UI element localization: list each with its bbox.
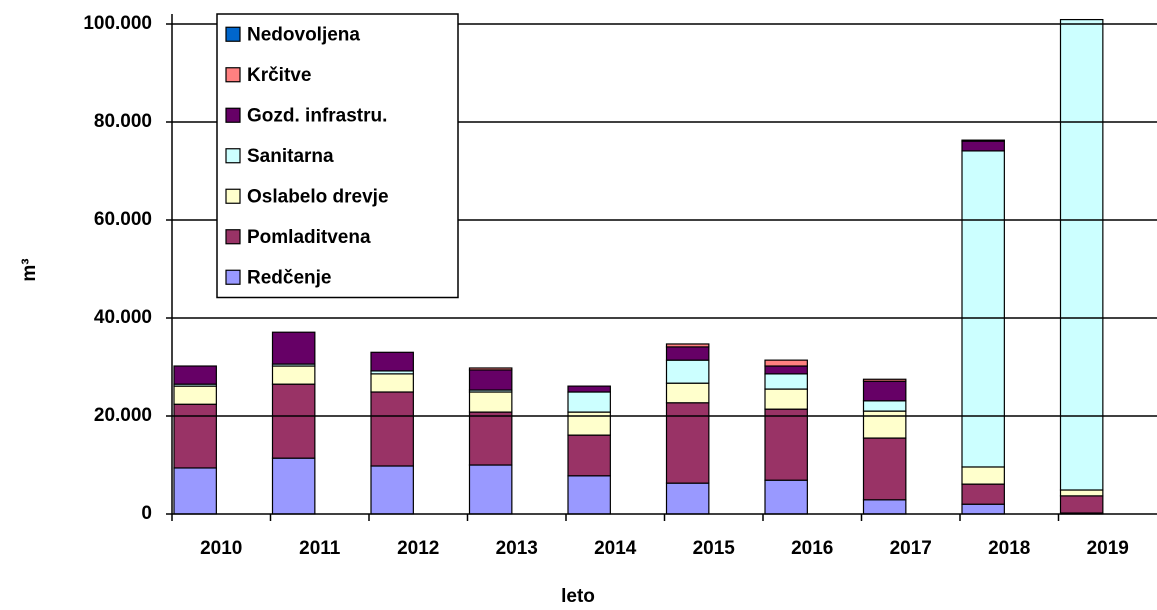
- x-tick-label: 2019: [1087, 538, 1129, 559]
- bar-segment: [567, 385, 611, 393]
- x-tick-label: 2015: [693, 538, 736, 559]
- y-tick-label: 80.000: [94, 111, 152, 132]
- bar-segment: [961, 150, 1005, 468]
- y-tick-label: 60.000: [94, 209, 152, 230]
- bar-segment: [665, 382, 710, 404]
- legend-label: Sanitarna: [247, 146, 334, 167]
- legend-swatch: [225, 269, 241, 285]
- legend-swatch: [225, 188, 241, 204]
- bar-segment: [1059, 489, 1104, 497]
- bar-segment: [567, 391, 611, 413]
- bar-segment: [665, 402, 710, 484]
- y-tick-label: 40.000: [94, 307, 152, 328]
- bar-segment: [567, 475, 611, 515]
- bar-segment: [567, 434, 611, 477]
- legend-box: [216, 13, 459, 299]
- x-tick-label: 2012: [397, 538, 439, 559]
- bar-segment: [862, 410, 907, 439]
- y-axis-label: m³: [19, 258, 40, 281]
- bar-segment: [961, 466, 1005, 485]
- bar-segment: [173, 403, 217, 469]
- bar-segment: [862, 499, 907, 515]
- legend-label: Nedovoljena: [247, 24, 360, 45]
- bar-segment: [862, 378, 907, 382]
- bar-segment: [961, 140, 1005, 152]
- bars: [173, 18, 1104, 515]
- bar-segment: [1059, 495, 1104, 514]
- x-tick-label: 2014: [594, 538, 637, 559]
- bar-segment: [468, 367, 513, 371]
- x-tick-label: 2016: [791, 538, 833, 559]
- y-tick-label: 100.000: [83, 13, 152, 34]
- bar-segment: [665, 343, 710, 348]
- bar-segment: [665, 346, 710, 361]
- legend-swatch: [225, 148, 241, 164]
- bar-segment: [764, 373, 808, 390]
- bar-segment: [173, 365, 217, 385]
- x-tick-label: 2017: [890, 538, 932, 559]
- bar-segment: [665, 359, 710, 384]
- bar-segment: [961, 503, 1005, 515]
- bar-segment: [862, 380, 907, 402]
- bar-segment: [271, 331, 316, 365]
- x-axis-label: leto: [561, 586, 595, 607]
- bar-segment: [370, 373, 414, 393]
- bar-segment: [468, 369, 513, 391]
- y-tick-label: 20.000: [94, 405, 152, 426]
- legend-label: Redčenje: [247, 267, 331, 288]
- bar-segment: [764, 359, 808, 367]
- bar-segment: [961, 139, 1005, 142]
- legend-label: Krčitve: [247, 65, 311, 86]
- bar-segment: [764, 479, 808, 515]
- bar-segment: [468, 464, 513, 515]
- bar-segment: [370, 351, 414, 372]
- bar-segment: [468, 411, 513, 466]
- bar-segment: [862, 437, 907, 501]
- legend-label: Oslabelo drevje: [247, 186, 389, 207]
- legend-label: Gozd. infrastru.: [247, 105, 387, 126]
- x-tick-label: 2010: [200, 538, 242, 559]
- bar-segment: [1059, 18, 1104, 491]
- bar-segment: [764, 408, 808, 481]
- legend-swatch: [225, 26, 241, 42]
- bar-segment: [370, 391, 414, 467]
- legend-swatch: [225, 107, 241, 123]
- bar-segment: [173, 385, 217, 405]
- y-tick-label: 0: [141, 503, 152, 524]
- legend-swatch: [225, 229, 241, 245]
- legend-swatch: [225, 67, 241, 83]
- bar-segment: [173, 467, 217, 515]
- x-tick-label: 2011: [299, 538, 341, 559]
- x-tick-label: 2013: [496, 538, 538, 559]
- bar-segment: [271, 383, 316, 459]
- bar-segment: [665, 482, 710, 515]
- bar-segment: [961, 483, 1005, 505]
- x-tick-label: 2018: [988, 538, 1030, 559]
- bar-segment: [271, 365, 316, 385]
- bar-segment: [862, 400, 907, 412]
- bar-segment: [468, 391, 513, 413]
- legend-label: Pomladitvena: [247, 227, 371, 248]
- bar-segment: [271, 457, 316, 515]
- bar-segment: [764, 365, 808, 375]
- bar-segment: [764, 388, 808, 410]
- bar-segment: [370, 465, 414, 515]
